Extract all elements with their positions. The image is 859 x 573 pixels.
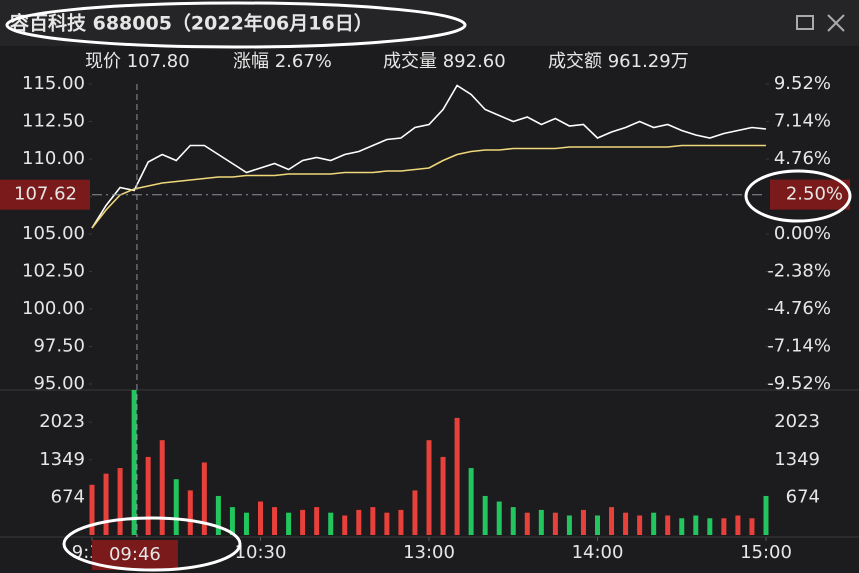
volume-bar [145, 456, 151, 535]
volume-bar [721, 518, 727, 535]
volume-bar [440, 456, 446, 535]
y-tick-label: 112.50 [22, 111, 85, 132]
volume-bar [159, 440, 165, 535]
y2-tick-label: -9.52% [767, 373, 831, 394]
volume-bar [524, 512, 530, 535]
y-tick-label: 115.00 [22, 73, 85, 94]
volume-tick-label: 1349 [39, 449, 85, 470]
crosshair-y-box [0, 179, 90, 210]
volume-bar [370, 507, 376, 535]
volume-bar [566, 515, 572, 535]
crosshair-x-label: 09:46 [109, 544, 161, 565]
volume-bar [637, 515, 643, 535]
volume-tick-label: 674 [51, 486, 85, 507]
volume-bar [243, 512, 249, 535]
volume-bar [398, 509, 404, 535]
volume-bar [272, 507, 278, 535]
x-tick-label: 15:00 [740, 542, 792, 563]
volume-bar [580, 509, 586, 535]
info-amount: 成交额 961.29万 [548, 51, 689, 72]
volume-bar [384, 512, 390, 535]
volume-tick-label: 2023 [774, 411, 820, 432]
volume-bar [609, 507, 615, 535]
x-tick-label: 13:00 [403, 542, 455, 563]
volume-bar [356, 509, 362, 535]
x-tick-label: 10:30 [235, 542, 287, 563]
price-line [91, 84, 767, 229]
volume-bar [173, 479, 179, 535]
volume-tick-label: 674 [786, 486, 820, 507]
x-tick-label: 14:00 [572, 542, 624, 563]
volume-bar [679, 518, 685, 535]
volume-bar [651, 512, 657, 535]
y-tick-label: 95.00 [33, 373, 85, 394]
volume-tick-label: 2023 [39, 411, 85, 432]
volume-bar [103, 473, 109, 535]
price-line [91, 144, 766, 229]
volume-bar [552, 512, 558, 535]
y2-tick-label: 4.76% [774, 148, 831, 169]
volume-bar [412, 490, 418, 535]
close-button[interactable] [827, 14, 845, 32]
volume-bar [538, 509, 544, 535]
maximize-button[interactable] [796, 15, 814, 30]
volume-tick-label: 1349 [774, 449, 820, 470]
y2-tick-label: 0.00% [774, 223, 831, 244]
crosshair-y2-box [770, 179, 850, 210]
annotation-ellipse [744, 169, 852, 223]
volume-bar [707, 518, 713, 535]
info-change: 涨幅 2.67% [233, 51, 332, 72]
annotation-ellipse [5, 1, 467, 49]
y-tick-label: 97.50 [33, 336, 85, 357]
volume-bar [735, 515, 741, 535]
volume-bar [510, 507, 516, 535]
volume-bar [131, 390, 137, 535]
annotation-ellipse [62, 516, 242, 572]
y-tick-label: 102.50 [22, 261, 85, 282]
volume-bar [215, 495, 221, 535]
y2-tick-label: 9.52% [774, 73, 831, 94]
volume-bar [482, 495, 488, 535]
volume-bar [89, 484, 95, 535]
y2-tick-label: -7.14% [767, 336, 831, 357]
volume-bar [201, 462, 207, 535]
y-tick-label: 105.00 [22, 223, 85, 244]
volume-bar [300, 509, 306, 535]
title: 容百科技 688005（2022年06月16日） [10, 12, 373, 35]
y-tick-label: 110.00 [22, 148, 85, 169]
volume-bar [314, 507, 320, 535]
volume-bar [454, 417, 460, 535]
crosshair-y-label: 107.62 [14, 184, 77, 205]
info-price: 现价 107.80 [85, 51, 190, 72]
volume-bar [187, 490, 193, 535]
info-volume: 成交量 892.60 [383, 51, 506, 72]
title-bar [0, 0, 859, 46]
volume-bar [328, 512, 334, 535]
volume-bar [117, 468, 123, 535]
volume-bar [749, 518, 755, 535]
volume-bar [286, 512, 292, 535]
y2-tick-label: -2.38% [767, 261, 831, 282]
y-tick-label: 100.00 [22, 298, 85, 319]
volume-bar [595, 515, 600, 535]
volume-bar [496, 501, 502, 535]
volume-bar [763, 495, 769, 535]
crosshair-y2-label: 2.50% [786, 184, 843, 205]
volume-bar [665, 515, 671, 535]
volume-bar [468, 468, 474, 535]
volume-bar [426, 440, 432, 535]
y2-tick-label: 7.14% [774, 111, 831, 132]
volume-bar [623, 512, 629, 535]
volume-bar [229, 507, 235, 535]
y2-tick-label: -4.76% [767, 298, 831, 319]
volume-bar [342, 515, 348, 535]
volume-bar [258, 501, 263, 535]
volume-bar [693, 515, 699, 535]
